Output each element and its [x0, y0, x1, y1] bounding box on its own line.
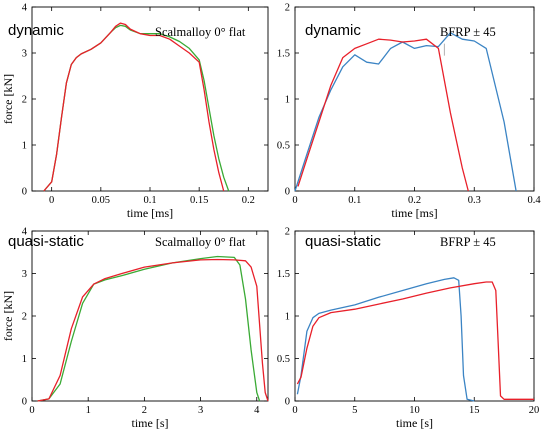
y-tick-label: 2: [22, 312, 27, 323]
y-tick-label: 0.5: [277, 141, 290, 152]
series-line-red: [37, 258, 269, 402]
panel-2: 0 0.1 0.2 0.3 0.4 0 0.5 1 1.5 2 time [ms] dynamic BF…: [277, 3, 541, 221]
x-tick-label: 4: [254, 405, 260, 416]
x-tick-label: 0: [292, 405, 297, 416]
x-tick-label: 0.05: [92, 195, 110, 206]
panel-material-label: BFRP ± 45: [440, 235, 496, 249]
panel-condition-label: dynamic: [8, 22, 64, 39]
x-tick-label: 0: [29, 405, 34, 416]
x-axis-label: time [s]: [132, 416, 169, 430]
series-line-red: [297, 38, 469, 192]
y-tick-label: 4: [22, 227, 28, 238]
y-tick-label: 0: [285, 397, 290, 408]
series-line-green: [43, 24, 230, 192]
x-tick-label: 2: [142, 405, 147, 416]
x-tick-label: 0.3: [468, 195, 481, 206]
series-line-blue: [296, 277, 475, 402]
x-tick-label: 1: [86, 405, 91, 416]
y-tick-label: 1: [22, 354, 27, 365]
y-tick-label: 4: [22, 3, 28, 14]
y-tick-label: 2: [22, 95, 27, 106]
x-tick-label: 0: [292, 195, 297, 206]
panel-condition-label: quasi-static: [8, 233, 84, 250]
panel-1: 0 0.05 0.1 0.15 0.2 0 1 2 3 4 time [ms] force [kN] d…: [1, 3, 269, 220]
y-tick-label: 0.5: [277, 354, 290, 365]
panel-condition-label: quasi-static: [305, 233, 381, 250]
x-tick-label: 20: [529, 405, 540, 416]
y-tick-label: 0: [22, 397, 27, 408]
x-axis-label: time [ms]: [391, 206, 437, 220]
y-axis-label: force [kN]: [1, 74, 15, 124]
series-line-blue: [294, 32, 517, 192]
series-line-red: [296, 281, 534, 400]
x-tick-label: 0.1: [348, 195, 361, 206]
y-tick-label: 0: [285, 187, 290, 198]
x-tick-label: 0.1: [143, 195, 156, 206]
y-tick-label: 1.5: [277, 49, 290, 60]
y-tick-label: 1: [285, 312, 290, 323]
x-tick-label: 0.2: [408, 195, 421, 206]
plot-frame: [294, 230, 535, 402]
y-axis-label: force [kN]: [1, 291, 15, 341]
x-tick-label: 0.15: [190, 195, 208, 206]
panel-condition-label: dynamic: [305, 22, 361, 39]
panel-4: 0 5 10 15 20 0 0.5 1 1.5 2 time [s] quasi-static BFR…: [277, 227, 539, 431]
x-tick-label: 15: [469, 405, 480, 416]
x-axis-label: time [ms]: [127, 206, 173, 220]
x-tick-label: 0.2: [242, 195, 255, 206]
y-tick-label: 1.5: [277, 269, 290, 280]
x-tick-label: 5: [352, 405, 357, 416]
x-tick-label: 0: [49, 195, 54, 206]
y-tick-label: 1: [285, 95, 290, 106]
y-tick-label: 1: [22, 141, 27, 152]
series-line-red: [43, 22, 225, 192]
panel-3: 0 1 2 3 4 0 1 2 3 4 time [s] force [kN] quasi-static…: [1, 227, 269, 430]
panel-material-label: Scalmalloy 0° flat: [155, 25, 246, 39]
plot-frame: [31, 230, 269, 402]
panel-material-label: BFRP ± 45: [440, 25, 496, 39]
x-axis-label: time [s]: [396, 416, 433, 430]
x-tick-label: 10: [409, 405, 420, 416]
y-tick-label: 2: [285, 3, 290, 14]
y-tick-label: 2: [285, 227, 290, 238]
series-line-green: [37, 255, 261, 402]
x-tick-label: 0.4: [527, 195, 541, 206]
y-tick-label: 3: [22, 49, 27, 60]
x-tick-label: 3: [198, 405, 203, 416]
panel-material-label: Scalmalloy 0° flat: [155, 235, 246, 249]
y-tick-label: 3: [22, 269, 27, 280]
y-tick-label: 0: [22, 187, 27, 198]
